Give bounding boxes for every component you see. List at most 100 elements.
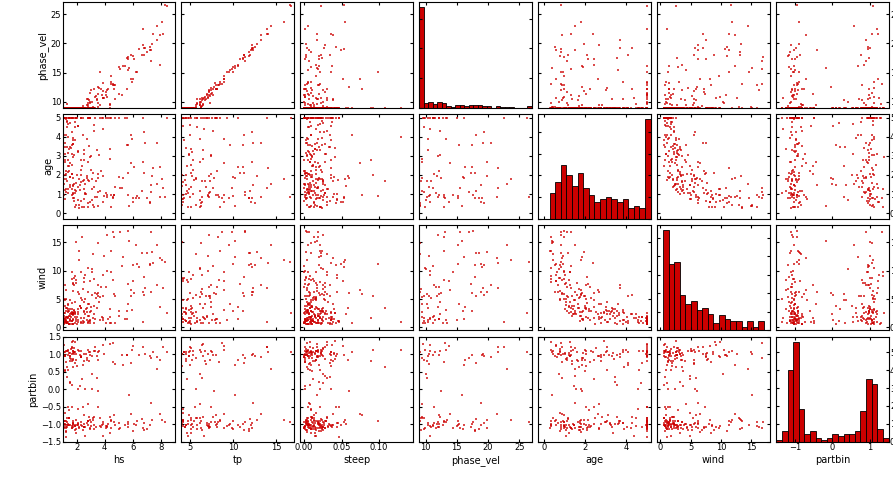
Point (580, 423, 595, 431)
Point (732, 415, 747, 423)
Point (315, 305, 330, 313)
Point (315, 232, 330, 240)
Point (866, 104, 880, 112)
Point (307, 187, 321, 195)
Point (353, 159, 367, 167)
Point (314, 264, 329, 272)
Point (562, 429, 576, 437)
Point (632, 104, 647, 112)
Bar (702, 308, 708, 330)
Point (56, 420, 71, 428)
Point (572, 104, 586, 112)
Point (313, 104, 327, 112)
Point (195, 198, 209, 206)
Point (299, 104, 313, 112)
Point (555, 358, 569, 366)
Point (683, 181, 697, 189)
Point (174, 359, 188, 367)
Point (865, 308, 880, 316)
Point (658, 95, 672, 103)
Point (784, 294, 798, 302)
Point (58, 104, 72, 112)
Point (784, 298, 798, 306)
Point (480, 173, 494, 181)
Point (795, 310, 809, 318)
Point (176, 198, 190, 206)
Point (413, 295, 427, 303)
Point (413, 185, 427, 193)
Bar (469, 105, 473, 108)
Point (67, 104, 81, 112)
Point (605, 312, 620, 320)
Point (867, 318, 881, 326)
Point (136, 114, 150, 122)
Point (734, 416, 748, 424)
Point (610, 54, 624, 62)
Point (55, 114, 70, 122)
Point (316, 104, 330, 112)
Point (183, 104, 197, 112)
Point (317, 128, 331, 136)
Point (174, 104, 188, 112)
Point (174, 234, 188, 242)
Point (254, 139, 268, 147)
Point (713, 338, 727, 346)
Point (186, 351, 200, 359)
Point (174, 281, 188, 289)
Point (181, 186, 196, 194)
Point (690, 193, 705, 201)
Point (659, 104, 673, 112)
Point (298, 315, 313, 323)
Point (619, 318, 633, 326)
Point (297, 104, 312, 112)
Point (60, 177, 74, 185)
Point (639, 425, 654, 433)
Point (301, 114, 315, 122)
Point (98, 424, 113, 432)
Point (785, 123, 799, 131)
Point (864, 304, 878, 312)
Point (174, 346, 188, 354)
Point (670, 147, 684, 155)
Point (422, 252, 437, 260)
Point (775, 295, 789, 303)
Point (67, 307, 81, 315)
Point (413, 381, 427, 389)
Point (96, 93, 110, 101)
Point (714, 93, 728, 101)
Point (194, 318, 208, 326)
Point (310, 283, 324, 291)
Point (205, 310, 220, 318)
Point (68, 104, 82, 112)
Point (422, 271, 437, 279)
Point (324, 68, 338, 76)
Point (246, 424, 260, 432)
Point (310, 202, 324, 210)
Point (415, 340, 430, 348)
Point (336, 198, 350, 206)
Point (63, 379, 78, 387)
Point (326, 318, 340, 326)
Point (413, 421, 427, 429)
Point (413, 299, 427, 307)
Point (413, 310, 427, 318)
Point (59, 104, 73, 112)
Point (413, 424, 427, 432)
Point (331, 104, 346, 112)
Point (662, 114, 676, 122)
Point (413, 366, 427, 374)
Point (174, 419, 188, 427)
Point (303, 423, 317, 431)
Point (413, 320, 427, 328)
Point (785, 283, 799, 291)
Point (83, 348, 97, 356)
Point (419, 264, 433, 272)
Point (314, 175, 329, 183)
Point (174, 315, 188, 323)
Point (260, 318, 274, 326)
Point (138, 139, 152, 147)
Point (177, 348, 191, 356)
Point (317, 291, 331, 299)
Point (175, 362, 189, 370)
Point (859, 281, 873, 289)
